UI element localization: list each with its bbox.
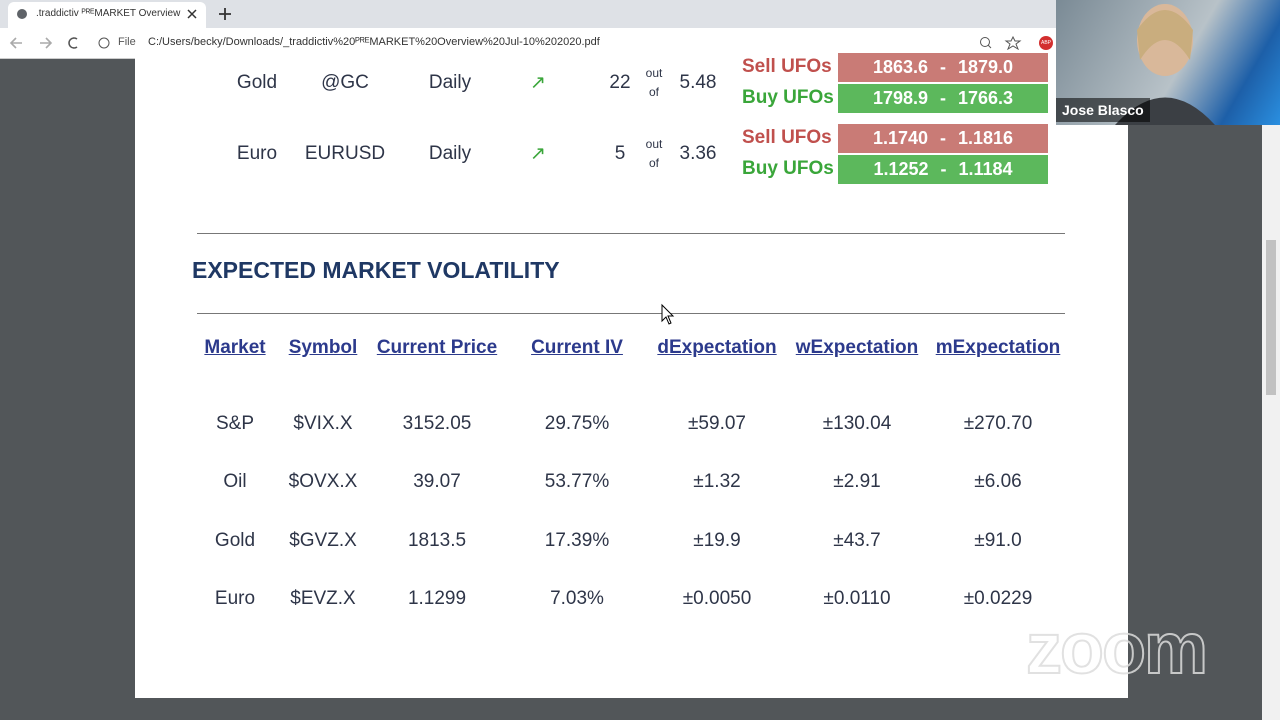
buy-label: Buy UFOs [742,87,834,108]
divider [197,233,1065,234]
out-of: of [648,85,660,99]
new-tab[interactable] [218,7,232,21]
out-of: of [648,156,660,170]
table-cell: ±0.0110 [823,588,891,609]
table-cell: S&P [215,413,255,434]
column-header: Current Price [376,337,498,358]
range-high: 1.1816 [958,128,1014,148]
table-cell: Gold [214,530,256,551]
range-high: 1.1184 [958,159,1013,179]
table-cell: ±270.70 [963,413,1033,434]
zoom-watermark: zoom [1025,608,1209,690]
market: Euro [236,143,278,164]
symbol: @GC [321,72,369,93]
trend: ↗ [530,72,546,94]
table-cell: ±6.06 [974,471,1022,492]
scroll-thumb[interactable] [1266,240,1276,395]
table-cell: Euro [214,588,256,609]
url-scheme: File [118,36,136,48]
max: 3.36 [679,143,717,164]
buy-range: 1.1252-1.1184 [838,155,1048,184]
extension-badge[interactable]: ABP [1039,36,1053,50]
tab-close[interactable] [186,8,198,20]
scrollbar[interactable] [1262,125,1280,720]
buy-range: 1798.9-1766.3 [838,84,1048,113]
tab[interactable] [8,2,206,28]
table-cell: ±91.0 [974,530,1022,551]
table-cell: 53.77% [544,471,610,492]
table-cell: ±0.0050 [682,588,752,609]
score: 22 [609,72,631,93]
range-separator: - [940,57,946,77]
range-high: 1879.0 [958,57,1014,77]
participant-name: Jose Blasco [1056,98,1150,122]
timeframe: Daily [428,72,472,93]
sell-label: Sell UFOs [742,127,832,148]
column-header: mExpectation [935,337,1061,358]
toolbar-icons[interactable] [979,36,1025,50]
column-header: Symbol [288,337,358,358]
table-cell: ±2.91 [833,471,881,492]
cursor [661,303,675,325]
table-cell: 1.1299 [407,588,467,609]
tab-title: .traddictiv ᴾᴿᴱMARKET Overview [36,8,181,19]
table-cell: 7.03% [550,588,604,609]
table-cell: ±19.9 [693,530,741,551]
column-header: Market [204,337,266,358]
symbol: EURUSD [304,143,386,164]
sell-range: 1.1740-1.1816 [838,124,1048,153]
table-cell: ±1.32 [693,471,741,492]
range-separator: - [940,128,946,148]
column-header: Current IV [531,337,623,358]
table-cell: Oil [223,471,247,492]
table-cell: 29.75% [544,413,610,434]
out-of: out [645,66,663,80]
table-cell: ±43.7 [833,530,881,551]
section-title: EXPECTED MARKET VOLATILITY [192,257,560,283]
table-cell: $EVZ.X [290,588,356,609]
max: 5.48 [679,72,717,93]
table-cell: ±0.0229 [963,588,1033,609]
out-of: out [645,137,663,151]
range-low: 1.1252 [873,159,929,179]
column-header: dExpectation [657,337,777,358]
buy-label: Buy UFOs [742,158,834,179]
sell-label: Sell UFOs [742,56,832,77]
info-icon[interactable] [98,37,110,49]
range-high: 1766.3 [958,88,1014,108]
pdf-page: EXPECTED MARKET VOLATILITY Gold @GC Daily ↗… [135,53,1128,698]
table-cell: ±59.07 [688,413,746,434]
tab-icon [17,9,27,19]
range-separator: - [940,159,947,179]
market: Gold [236,72,278,93]
table-cell: 17.39% [544,530,610,551]
range-low: 1798.9 [872,88,928,108]
table-cell: 3152.05 [402,413,472,434]
score: 5 [614,143,626,164]
table-cell: 1813.5 [407,530,467,551]
divider [197,313,1065,314]
range-low: 1863.6 [872,57,928,77]
trend: ↗ [530,143,546,165]
table-cell: 39.07 [413,471,461,492]
sell-range: 1863.6-1879.0 [838,53,1048,82]
timeframe: Daily [428,143,472,164]
table-cell: $VIX.X [293,413,353,434]
column-header: wExpectation [795,337,919,358]
table-cell: $OVX.X [288,471,358,492]
nav-buttons[interactable] [8,34,88,52]
range-low: 1.1740 [872,128,928,148]
table-cell: $GVZ.X [289,530,357,551]
table-cell: ±130.04 [822,413,892,434]
range-separator: - [940,88,946,108]
url[interactable]: C:/Users/becky/Downloads/_traddictiv%20ᴾ… [148,36,600,48]
